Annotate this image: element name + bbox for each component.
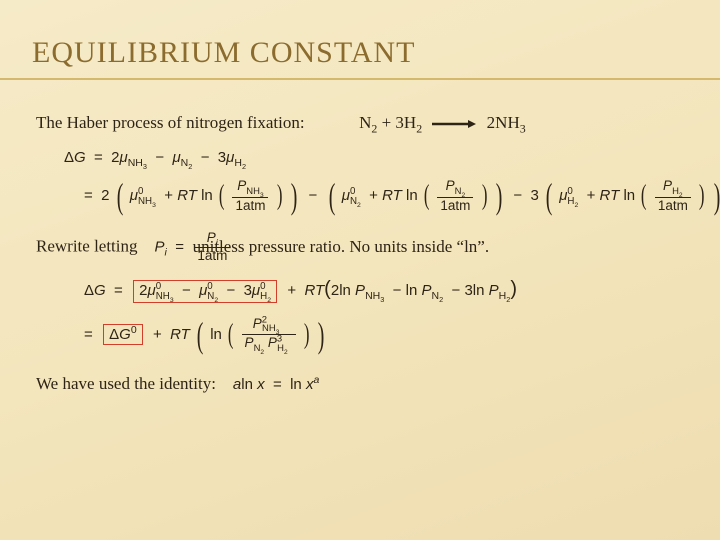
sub: 2 (416, 121, 422, 135)
sub: 3 (520, 121, 526, 135)
title-rule (0, 78, 720, 80)
slide-title: EQUILIBRIUM CONSTANT (32, 36, 415, 70)
intro-text: The Haber process of nitrogen fixation: (36, 113, 305, 132)
rewrite-line: Rewrite letting Pi = Pi 1atm unitless pr… (36, 231, 684, 264)
eq-deltaG-4: = ΔG0 + RT ( ln ( P2NH3 PN2 P3H2 ) ) (84, 317, 684, 353)
intro-line: The Haber process of nitrogen fixation: … (36, 110, 684, 137)
redbox-2: ΔG0 (103, 324, 143, 345)
reaction: N2 + 3H2 2NH3 (359, 113, 526, 132)
reactant-n2: N (359, 113, 371, 132)
identity-eq: aln x = ln xa (233, 376, 319, 393)
eq-deltaG-3: ΔG = 2μ0NH3 − μ0N2 − 3μ0H2 + RT(2ln PNH3… (84, 278, 684, 303)
product-nh3: 2NH (487, 113, 520, 132)
rewrite-pre: Rewrite letting (36, 237, 138, 256)
redbox-1: 2μ0NH3 − μ0N2 − 3μ0H2 (133, 280, 277, 303)
identity-pre: We have used the identity: (36, 374, 216, 393)
reactant-h2: + 3H (377, 113, 416, 132)
reaction-arrow-icon (432, 111, 476, 137)
slide-body: The Haber process of nitrogen fixation: … (36, 110, 684, 402)
eq-deltaG-1: ΔG = 2μNH3 − μN2 − 3μH2 (64, 149, 684, 167)
eq-deltaG-2: = 2 ( μ0NH3 + RT ln ( PNH3 1atm ) ) − ( … (84, 179, 684, 213)
rewrite-post: unitless pressure ratio. No units inside… (193, 237, 490, 256)
identity-line: We have used the identity: aln x = ln xa (36, 371, 684, 397)
